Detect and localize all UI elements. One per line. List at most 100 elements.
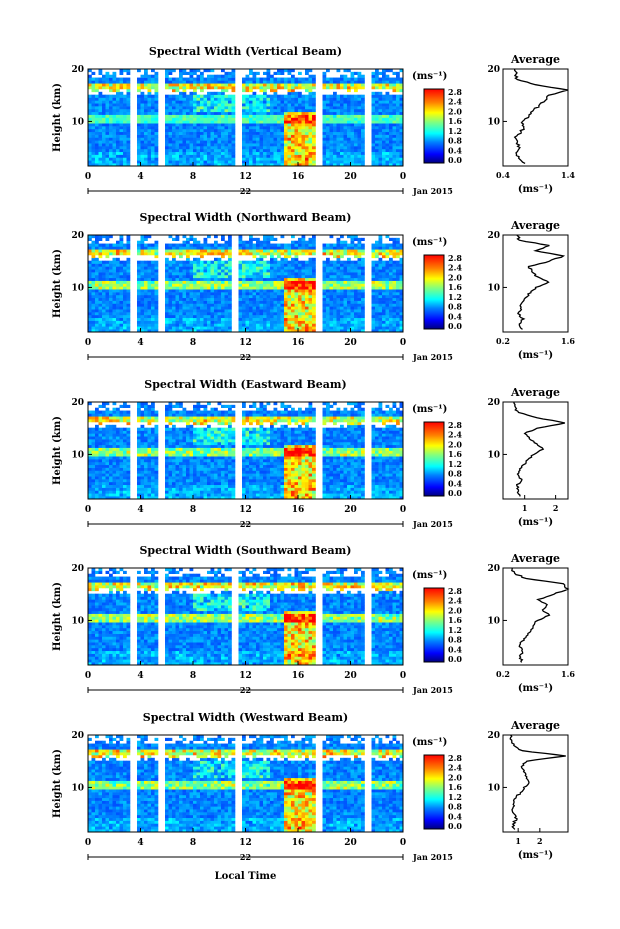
heatmap-cell [357, 306, 362, 310]
heatmap-cell [224, 128, 229, 133]
heatmap-cell [396, 94, 400, 98]
heatmap-cell [144, 157, 148, 161]
heatmap-cell [375, 97, 379, 101]
heatmap-cell [361, 249, 365, 253]
heatmap-cell [88, 69, 92, 73]
heatmap-cell [273, 309, 278, 313]
heatmap-cell [301, 297, 306, 301]
heatmap-cell [140, 94, 145, 98]
heatmap-cell [242, 86, 246, 90]
heatmap-cell [228, 74, 232, 78]
heatmap-cell [172, 283, 176, 287]
heatmap-cell [147, 317, 152, 321]
heatmap-cell [147, 312, 152, 316]
heatmap-cell [109, 263, 113, 267]
heatmap-cell [242, 246, 246, 250]
heatmap-cell [228, 100, 232, 104]
heatmap-cell [123, 154, 127, 158]
heatmap-cell [140, 137, 145, 141]
heatmap-cell [259, 143, 264, 147]
heatmap-cell [301, 237, 306, 241]
heatmap-cell [277, 300, 281, 304]
heatmap-cell [291, 123, 295, 127]
heatmap-cell [88, 292, 92, 296]
heatmap-cell [221, 249, 225, 253]
heatmap-cell [88, 131, 92, 135]
heatmap-cell [343, 163, 348, 167]
heatmap-cell [196, 123, 201, 127]
heatmap-cell [382, 303, 386, 307]
heatmap-cell [179, 69, 183, 73]
heatmap-cell [361, 237, 365, 241]
heatmap-cell [102, 157, 106, 161]
heatmap-cell [238, 243, 243, 247]
heatmap-cell [280, 309, 285, 313]
heatmap-cell [294, 329, 299, 333]
colorbar [423, 88, 445, 164]
heatmap-cell [259, 146, 264, 150]
heatmap-cell [102, 283, 106, 287]
heatmap-cell [196, 154, 201, 158]
heatmap-cell [305, 97, 309, 101]
heatmap-cell [333, 280, 337, 284]
heatmap-cell [263, 126, 267, 130]
heatmap-cell [147, 91, 152, 95]
heatmap-cell [109, 314, 113, 319]
heatmap-cell [378, 300, 383, 304]
heatmap-cell [91, 240, 96, 244]
heatmap-cell [354, 143, 358, 147]
heatmap-cell [165, 309, 169, 313]
heatmap-cell [126, 246, 131, 250]
heatmap-cell [242, 260, 246, 264]
heatmap-cell [273, 277, 278, 281]
heatmap-cell [382, 86, 386, 90]
heatmap-cell [326, 323, 330, 327]
heatmap-cell [102, 74, 106, 78]
heatmap-cell [144, 106, 148, 110]
heatmap-cell [91, 117, 96, 121]
heatmap-cell [322, 106, 327, 110]
heatmap-cell [273, 86, 278, 90]
heatmap-cell [175, 143, 180, 147]
heatmap-cell [382, 323, 386, 327]
heatmap-cell [333, 249, 337, 253]
heatmap-cell [168, 69, 173, 73]
heatmap-cell [144, 249, 148, 253]
heatmap-cell [399, 140, 404, 144]
heatmap-cell [119, 77, 124, 81]
heatmap-cell [378, 97, 383, 101]
heatmap-cell [217, 246, 222, 250]
heatmap-cell [357, 280, 362, 284]
heatmap-cell [217, 320, 222, 324]
heatmap-cell [340, 163, 344, 167]
heatmap-cell [392, 280, 397, 284]
heatmap-cell [287, 323, 292, 327]
heatmap-cell [385, 69, 390, 73]
heatmap-cell [144, 272, 148, 276]
heatmap-cell [112, 74, 117, 78]
heatmap-cell [144, 320, 148, 324]
heatmap-cell [221, 114, 225, 118]
heatmap-cell [273, 97, 278, 101]
heatmap-cell [298, 120, 302, 124]
heatmap-cell [119, 151, 124, 155]
heatmap-cell [301, 103, 306, 107]
heatmap-cell [228, 111, 232, 115]
heatmap-cell [343, 106, 348, 110]
heatmap-cell [165, 289, 169, 293]
heatmap-cell [140, 151, 145, 155]
heatmap-cell [371, 146, 376, 150]
heatmap-cell [249, 249, 253, 253]
heatmap-cell [263, 263, 267, 267]
heatmap-cell [347, 266, 351, 270]
heatmap-cell [193, 303, 197, 307]
heatmap-cell [242, 134, 246, 138]
heatmap-cell [172, 257, 176, 261]
heatmap-cell [273, 157, 278, 161]
heatmap-cell [151, 163, 155, 167]
heatmap-cell [329, 83, 334, 87]
heatmap-cell [189, 314, 194, 319]
heatmap-cell [308, 131, 313, 135]
heatmap-cell [175, 131, 180, 135]
heatmap-cell [168, 235, 173, 239]
